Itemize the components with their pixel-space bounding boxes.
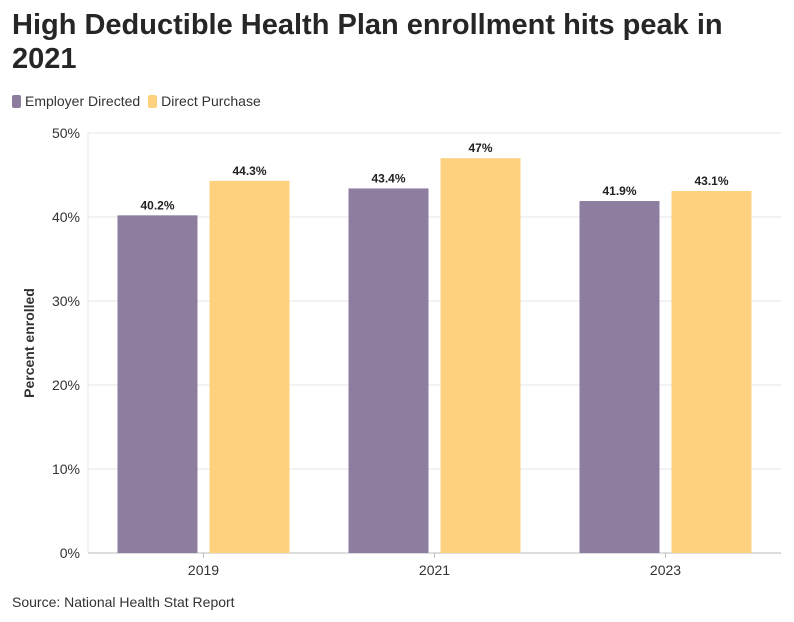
data-label: 41.9% xyxy=(602,184,636,198)
y-tick-label: 20% xyxy=(52,377,80,393)
chart-title: High Deductible Health Plan enrollment h… xyxy=(12,9,723,75)
legend-item-direct-purchase: Direct Purchase xyxy=(148,93,261,109)
y-tick-label: 40% xyxy=(52,209,80,225)
data-label: 47% xyxy=(468,141,492,155)
y-tick-label: 50% xyxy=(52,125,80,141)
data-label: 43.1% xyxy=(694,174,728,188)
legend-swatch-direct-purchase xyxy=(148,94,158,108)
legend: Employer Directed Direct Purchase xyxy=(12,93,269,109)
bar-chart: 0% 10% 20% 30% 40% 50% Percent enrolled 40.2% 44… xyxy=(21,125,781,578)
bar-direct-purchase-2021 xyxy=(440,158,521,553)
bar-direct-purchase-2023 xyxy=(671,190,752,553)
source-note: Source: National Health Stat Report xyxy=(12,594,235,610)
data-label: 44.3% xyxy=(232,164,266,178)
bar-employer-directed-2021 xyxy=(348,188,429,553)
x-tick-label: 2019 xyxy=(188,562,219,578)
legend-swatch-employer-directed xyxy=(12,94,21,108)
y-axis-label: Percent enrolled xyxy=(21,288,37,398)
bar-employer-directed-2019 xyxy=(117,215,198,553)
legend-label-employer-directed: Employer Directed xyxy=(25,93,141,109)
data-label: 43.4% xyxy=(371,171,405,185)
bar-direct-purchase-2019 xyxy=(209,180,290,553)
y-tick-label: 10% xyxy=(52,461,80,477)
y-tick-label: 30% xyxy=(52,293,80,309)
x-tick-label: 2021 xyxy=(419,562,450,578)
legend-item-employer-directed: Employer Directed xyxy=(12,93,140,109)
y-tick-label: 0% xyxy=(60,545,80,561)
bar-employer-directed-2023 xyxy=(579,201,660,554)
x-tick-label: 2023 xyxy=(650,562,681,578)
data-label: 40.2% xyxy=(140,198,174,212)
legend-label-direct-purchase: Direct Purchase xyxy=(161,93,261,109)
